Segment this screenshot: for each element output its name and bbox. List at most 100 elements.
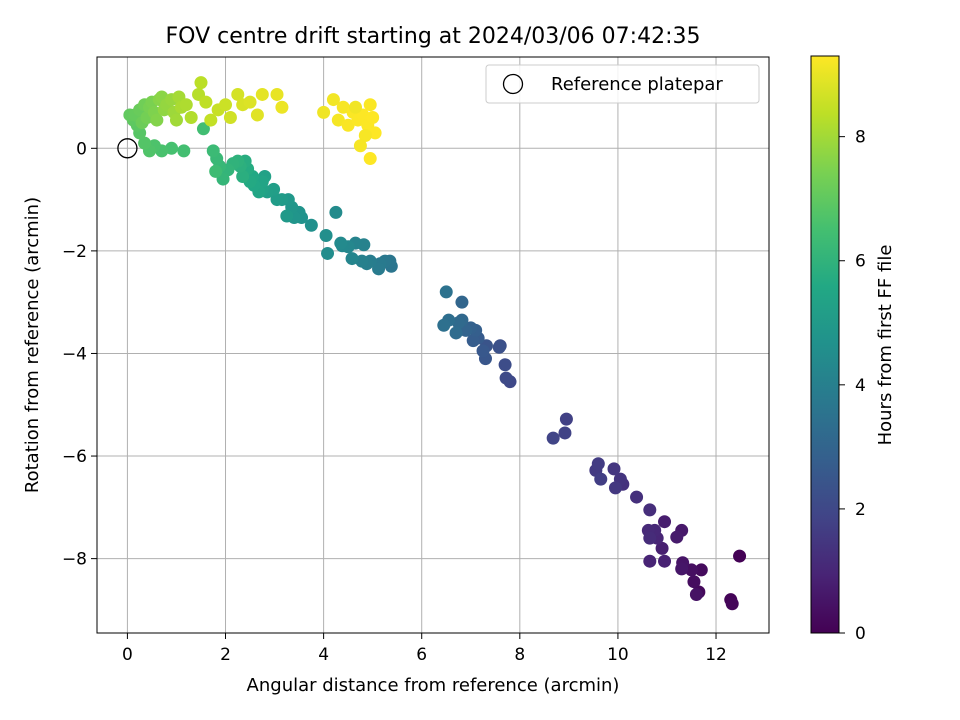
data-point — [452, 316, 466, 330]
data-point — [466, 334, 480, 348]
data-point — [345, 252, 359, 266]
data-point — [243, 95, 257, 109]
data-point — [150, 113, 164, 127]
data-point — [334, 236, 348, 250]
data-point — [165, 141, 179, 155]
data-point — [355, 254, 369, 268]
data-point — [184, 111, 198, 125]
data-point — [366, 111, 380, 125]
colorbar-tick-label: 6 — [855, 252, 866, 272]
data-point — [250, 108, 264, 122]
data-point — [179, 98, 193, 112]
data-point — [492, 340, 506, 354]
colorbar-label: Hours from first FF file — [875, 245, 896, 446]
data-point — [437, 318, 451, 332]
colorbar-tick-label: 2 — [855, 500, 866, 520]
data-point — [658, 515, 672, 529]
data-point — [231, 87, 245, 101]
data-point — [270, 193, 284, 207]
data-point — [643, 503, 657, 517]
data-point — [559, 412, 573, 426]
axis-ticks: 0 2 4 6 8 10 12 −8 −6 −4 −2 0 — [62, 139, 727, 665]
data-point — [363, 152, 377, 166]
data-point — [177, 144, 191, 158]
data-point — [733, 549, 747, 563]
data-point — [499, 371, 513, 385]
data-point — [270, 87, 284, 101]
scatter-points — [117, 76, 747, 611]
colorbar-ticks: 0 2 4 6 8 — [839, 128, 866, 644]
data-point — [689, 588, 703, 602]
data-point — [275, 100, 289, 114]
x-tick-label: 8 — [514, 645, 525, 665]
x-tick-label: 6 — [416, 645, 427, 665]
data-point — [223, 111, 237, 125]
data-point — [630, 490, 644, 504]
data-point — [725, 597, 739, 611]
legend-label-reference: Reference platepar — [551, 74, 723, 95]
data-point — [236, 170, 250, 184]
data-point — [219, 98, 233, 112]
x-axis-label: Angular distance from reference (arcmin) — [247, 675, 620, 696]
data-point — [670, 530, 684, 544]
colorbar-tick-label: 0 — [855, 624, 866, 644]
data-point — [169, 113, 183, 127]
data-point — [317, 105, 331, 119]
legend: Reference platepar — [485, 64, 760, 104]
data-point — [372, 262, 386, 276]
colorbar-tick-label: 8 — [855, 128, 866, 148]
data-point — [558, 426, 572, 440]
data-point — [455, 295, 469, 309]
data-point — [643, 531, 657, 545]
data-point — [326, 93, 340, 107]
data-point — [498, 358, 512, 372]
data-point — [594, 472, 608, 486]
data-point — [694, 563, 708, 577]
data-point — [363, 98, 377, 112]
data-point — [331, 113, 345, 127]
chart-title: FOV centre drift starting at 2024/03/06 … — [166, 24, 701, 49]
data-point — [607, 462, 621, 476]
data-point — [304, 218, 318, 232]
data-point — [255, 87, 269, 101]
data-point — [138, 136, 152, 150]
y-tick-label: −6 — [62, 447, 87, 467]
x-tick-label: 4 — [318, 645, 329, 665]
colorbar: 0 2 4 6 8 Hours from first FF file — [810, 55, 896, 644]
data-point — [280, 209, 294, 223]
y-tick-label: −2 — [62, 242, 87, 262]
x-tick-label: 2 — [220, 645, 231, 665]
data-point — [449, 326, 463, 340]
y-axis-label: Rotation from reference (arcmin) — [22, 197, 43, 493]
data-point — [643, 554, 657, 568]
reference-point-marker — [117, 138, 138, 159]
data-point — [358, 128, 372, 142]
x-tick-label: 10 — [607, 645, 629, 665]
colorbar-tick-label: 4 — [855, 376, 866, 396]
data-point — [319, 228, 333, 242]
data-point — [329, 205, 343, 219]
data-point — [608, 481, 622, 495]
data-point — [476, 344, 490, 358]
data-point — [209, 164, 223, 178]
plot-frame — [96, 56, 770, 634]
data-point — [658, 554, 672, 568]
colorbar-gradient — [810, 55, 840, 634]
data-point — [353, 139, 367, 153]
y-tick-label: −4 — [62, 344, 87, 364]
data-point — [204, 113, 218, 127]
data-point — [341, 118, 355, 132]
data-point — [591, 457, 605, 471]
x-tick-label: 0 — [122, 645, 133, 665]
data-point — [368, 126, 382, 140]
plot-area: 0 2 4 6 8 10 12 −8 −6 −4 −2 0 — [62, 56, 770, 665]
data-point — [336, 100, 350, 114]
data-point — [348, 100, 362, 114]
legend-marker-reference — [502, 73, 524, 95]
data-point — [206, 144, 220, 158]
data-point — [194, 76, 208, 90]
data-point — [675, 562, 689, 576]
legend-box — [485, 64, 760, 104]
y-tick-label: 0 — [76, 139, 87, 159]
